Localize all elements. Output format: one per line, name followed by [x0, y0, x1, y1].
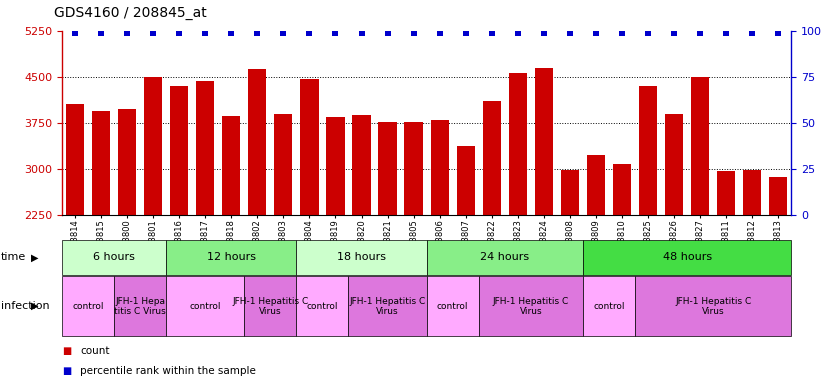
- Point: [303, 30, 316, 36]
- Point: [146, 30, 159, 36]
- Point: [694, 30, 707, 36]
- Point: [329, 30, 342, 36]
- Point: [225, 30, 238, 36]
- Text: percentile rank within the sample: percentile rank within the sample: [80, 366, 256, 376]
- Text: 12 hours: 12 hours: [206, 252, 256, 262]
- Point: [121, 30, 134, 36]
- Point: [69, 30, 82, 36]
- Bar: [430, 120, 449, 215]
- Bar: [244, 276, 297, 336]
- Text: 18 hours: 18 hours: [337, 252, 386, 262]
- Bar: [534, 68, 553, 215]
- Bar: [639, 86, 657, 215]
- Text: ■: ■: [62, 366, 71, 376]
- Bar: [405, 122, 423, 215]
- Bar: [196, 81, 214, 215]
- Text: control: control: [593, 302, 624, 311]
- Bar: [479, 276, 583, 336]
- Text: JFH-1 Hepatitis C
Virus: JFH-1 Hepatitis C Virus: [492, 296, 569, 316]
- Bar: [62, 240, 166, 275]
- Point: [771, 30, 785, 36]
- Bar: [769, 177, 787, 215]
- Bar: [583, 276, 635, 336]
- Text: time: time: [1, 252, 26, 262]
- Bar: [717, 171, 735, 215]
- Text: ■: ■: [62, 346, 71, 356]
- Bar: [326, 117, 344, 215]
- Point: [407, 30, 420, 36]
- Text: 24 hours: 24 hours: [480, 252, 529, 262]
- Bar: [743, 170, 762, 215]
- Point: [459, 30, 472, 36]
- Point: [719, 30, 733, 36]
- Point: [251, 30, 264, 36]
- Point: [563, 30, 577, 36]
- Bar: [349, 276, 426, 336]
- Bar: [274, 114, 292, 215]
- Bar: [665, 114, 683, 215]
- Bar: [635, 276, 791, 336]
- Point: [198, 30, 211, 36]
- Bar: [118, 109, 136, 215]
- Point: [381, 30, 394, 36]
- Bar: [426, 240, 583, 275]
- Point: [642, 30, 655, 36]
- Bar: [353, 115, 371, 215]
- Point: [433, 30, 446, 36]
- Point: [173, 30, 186, 36]
- Bar: [114, 276, 166, 336]
- Point: [589, 30, 602, 36]
- Bar: [170, 86, 188, 215]
- Point: [615, 30, 629, 36]
- Point: [511, 30, 525, 36]
- Bar: [613, 164, 631, 215]
- Bar: [457, 146, 475, 215]
- Bar: [297, 240, 426, 275]
- Bar: [301, 79, 319, 215]
- Bar: [66, 104, 84, 215]
- Bar: [222, 116, 240, 215]
- Bar: [144, 77, 162, 215]
- Bar: [583, 240, 791, 275]
- Text: control: control: [306, 302, 338, 311]
- Text: JFH-1 Hepatitis C
Virus: JFH-1 Hepatitis C Virus: [232, 296, 308, 316]
- Bar: [482, 101, 501, 215]
- Bar: [586, 156, 605, 215]
- Text: GDS4160 / 208845_at: GDS4160 / 208845_at: [54, 6, 206, 20]
- Bar: [426, 276, 479, 336]
- Text: JFH-1 Hepatitis C
Virus: JFH-1 Hepatitis C Virus: [675, 296, 752, 316]
- Point: [94, 30, 107, 36]
- Bar: [248, 69, 267, 215]
- Bar: [92, 111, 110, 215]
- Text: control: control: [437, 302, 468, 311]
- Point: [746, 30, 759, 36]
- Text: control: control: [189, 302, 221, 311]
- Point: [667, 30, 681, 36]
- Text: JFH-1 Hepatitis C
Virus: JFH-1 Hepatitis C Virus: [349, 296, 425, 316]
- Bar: [691, 77, 710, 215]
- Point: [277, 30, 290, 36]
- Bar: [297, 276, 349, 336]
- Text: infection: infection: [1, 301, 50, 311]
- Text: ▶: ▶: [31, 301, 39, 311]
- Bar: [378, 122, 396, 215]
- Text: ▶: ▶: [31, 252, 39, 262]
- Text: 6 hours: 6 hours: [93, 252, 135, 262]
- Bar: [561, 170, 579, 215]
- Bar: [62, 276, 114, 336]
- Bar: [509, 73, 527, 215]
- Text: control: control: [72, 302, 104, 311]
- Point: [537, 30, 550, 36]
- Point: [485, 30, 498, 36]
- Text: 48 hours: 48 hours: [662, 252, 712, 262]
- Bar: [166, 276, 244, 336]
- Bar: [166, 240, 297, 275]
- Text: JFH-1 Hepa
titis C Virus: JFH-1 Hepa titis C Virus: [114, 296, 166, 316]
- Point: [355, 30, 368, 36]
- Text: count: count: [80, 346, 110, 356]
